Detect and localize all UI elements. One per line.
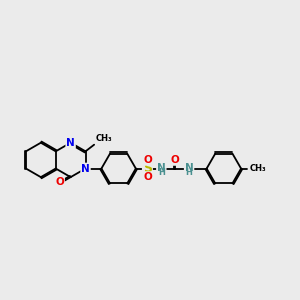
- Text: O: O: [143, 172, 152, 182]
- Text: S: S: [143, 162, 152, 175]
- Text: CH₃: CH₃: [96, 134, 112, 143]
- Text: H: H: [186, 168, 193, 177]
- Text: N: N: [81, 164, 90, 173]
- Text: CH₃: CH₃: [249, 164, 266, 173]
- Text: N: N: [66, 138, 75, 148]
- Text: N: N: [157, 163, 166, 173]
- Text: N: N: [185, 163, 194, 173]
- Text: O: O: [143, 155, 152, 165]
- Text: O: O: [55, 177, 64, 188]
- Text: O: O: [171, 155, 180, 165]
- Text: H: H: [158, 168, 165, 177]
